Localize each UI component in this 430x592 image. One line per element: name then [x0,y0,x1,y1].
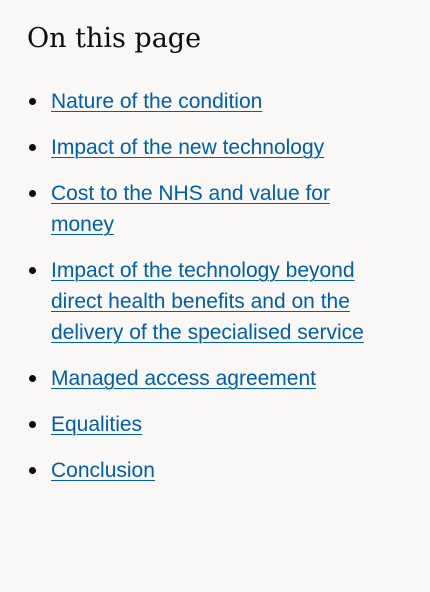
bullet-icon [29,190,36,197]
bullet-icon [29,267,36,274]
on-this-page-heading: On this page [27,23,202,54]
toc-item-impact-of-new-technology: Impact of the new technology [27,132,376,163]
bullet-icon [29,144,36,151]
toc-link-impact-beyond-health-benefits[interactable]: Impact of the technology beyond direct h… [51,259,364,344]
bullet-icon [29,467,36,474]
bullet-icon [29,98,36,105]
toc-link-list: Nature of the condition Impact of the ne… [27,86,404,486]
toc-item-cost-to-nhs: Cost to the NHS and value for money [27,178,376,240]
toc-item-impact-beyond-health-benefits: Impact of the technology beyond direct h… [27,255,376,348]
toc-item-managed-access-agreement: Managed access agreement [27,363,376,394]
toc-link-nature-of-condition[interactable]: Nature of the condition [51,90,263,113]
toc-link-cost-to-nhs[interactable]: Cost to the NHS and value for money [51,182,330,236]
toc-item-conclusion: Conclusion [27,455,376,486]
toc-link-impact-of-new-technology[interactable]: Impact of the new technology [51,136,325,159]
toc-item-equalities: Equalities [27,409,376,440]
toc-link-managed-access-agreement[interactable]: Managed access agreement [51,367,316,390]
bullet-icon [29,375,36,382]
bullet-icon [29,421,36,428]
toc-link-conclusion[interactable]: Conclusion [51,459,155,482]
toc-link-equalities[interactable]: Equalities [51,413,143,436]
toc-item-nature-of-condition: Nature of the condition [27,86,376,117]
